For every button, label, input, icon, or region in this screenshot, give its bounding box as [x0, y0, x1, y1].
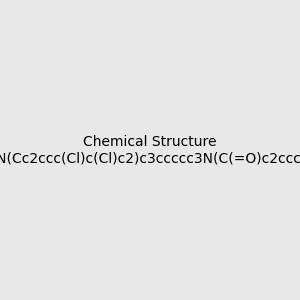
- Text: Chemical Structure
O=C1N(Cc2ccc(Cl)c(Cl)c2)c3ccccc3N(C(=O)c2ccc(F)cc2: Chemical Structure O=C1N(Cc2ccc(Cl)c(Cl)…: [0, 135, 300, 165]
